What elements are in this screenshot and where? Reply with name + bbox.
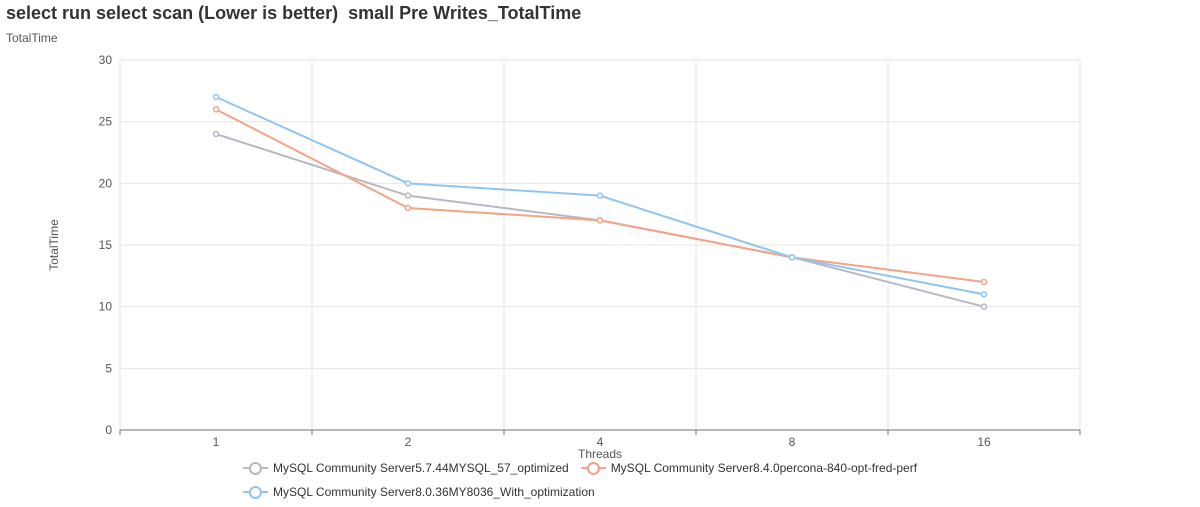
legend-item-series-2[interactable]: MySQL Community Server8.4.0percona-840-o…: [580, 461, 918, 475]
x-tick-label: 8: [789, 435, 796, 449]
y-tick-label: 20: [99, 176, 113, 190]
y-tick-label: 30: [99, 53, 113, 67]
x-tick-label: 2: [405, 435, 412, 449]
legend-label: MySQL Community Server5.7.44MYSQL_57_opt…: [273, 461, 569, 475]
y-tick-label: 25: [99, 115, 113, 129]
legend: MySQL Community Server5.7.44MYSQL_57_opt…: [243, 459, 1003, 507]
data-point-series-2: [212, 106, 220, 113]
x-tick-label: 16: [977, 435, 991, 449]
legend-item-series-1[interactable]: MySQL Community Server5.7.44MYSQL_57_opt…: [243, 461, 569, 475]
data-point-series-2: [596, 217, 604, 224]
y-tick-label: 10: [99, 300, 113, 314]
x-tick-label: 1: [213, 435, 220, 449]
x-axis-label: Threads: [578, 447, 622, 461]
data-point-series-2: [980, 278, 988, 286]
data-point-series-3: [404, 180, 412, 187]
legend-item-series-3[interactable]: MySQL Community Server8.0.36MY8036_With_…: [243, 485, 595, 499]
x-tick-label: 4: [597, 435, 604, 449]
data-point-series-2: [404, 204, 412, 212]
legend-marker-icon: [243, 485, 268, 499]
data-point-series-1: [404, 192, 412, 199]
data-point-series-3: [212, 93, 220, 101]
data-point-series-1: [980, 303, 988, 310]
data-point-series-1: [212, 130, 220, 138]
y-axis-label: TotalTime: [47, 219, 61, 271]
legend-label: MySQL Community Server8.4.0percona-840-o…: [610, 461, 918, 475]
y-tick-label: 0: [105, 423, 112, 437]
data-point-series-3: [596, 192, 604, 199]
chart-title: select run select scan (Lower is better)…: [6, 3, 582, 23]
data-point-series-3: [788, 254, 796, 261]
legend-row: MySQL Community Server8.0.36MY8036_With_…: [243, 483, 1003, 501]
legend-row: MySQL Community Server5.7.44MYSQL_57_opt…: [243, 459, 1003, 477]
y-tick-label: 15: [99, 238, 113, 252]
y-tick-label: 5: [105, 361, 112, 375]
legend-marker-icon: [580, 461, 606, 475]
legend-label: MySQL Community Server8.0.36MY8036_With_…: [273, 485, 595, 499]
legend-marker-icon: [243, 461, 268, 475]
chart-subtitle: TotalTime: [6, 31, 58, 45]
data-point-series-3: [980, 291, 988, 298]
